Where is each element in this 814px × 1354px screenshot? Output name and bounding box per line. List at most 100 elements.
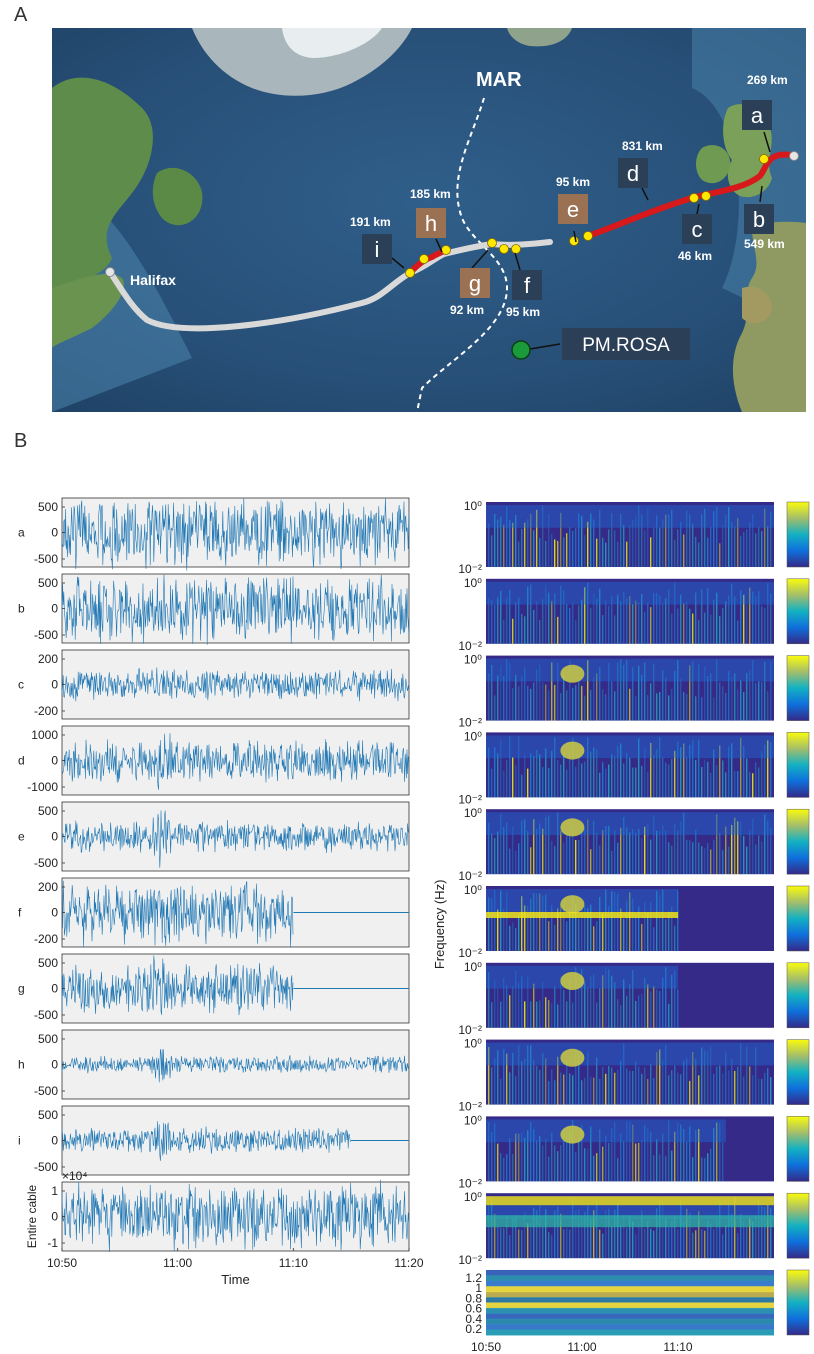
spectral-streak: [614, 691, 616, 721]
spectral-streak: [623, 979, 625, 1028]
spectral-streak: [728, 595, 730, 644]
spectral-streak: [509, 1235, 511, 1259]
spectral-streak: [506, 985, 508, 1028]
spectral-streak: [554, 539, 556, 567]
spectral-streak: [614, 1072, 616, 1105]
spectral-streak: [503, 1048, 505, 1105]
spectral-streak: [695, 1230, 697, 1259]
spectral-streak: [665, 514, 667, 567]
spectral-streak: [620, 1133, 622, 1182]
colorbar: [786, 885, 810, 952]
spectral-streak: [557, 1056, 559, 1105]
row-label: d: [18, 754, 25, 768]
spectral-streak: [635, 516, 637, 567]
spectral-streak: [560, 830, 562, 875]
spectral-streak: [749, 830, 751, 875]
spectral-streak: [713, 510, 715, 567]
spectral-streak: [641, 1210, 643, 1259]
spectral-streak: [593, 677, 595, 721]
spectral-streak: [620, 513, 622, 567]
spectral-streak: [602, 689, 604, 721]
spectral-streak: [638, 738, 640, 798]
spectral-streak: [665, 967, 667, 1028]
spectral-streak: [593, 1155, 595, 1182]
spectral-streak: [569, 748, 571, 798]
spectral-streak: [578, 753, 580, 798]
spectral-streak: [512, 618, 514, 644]
spectral-streak: [572, 530, 574, 567]
spectral-streak: [614, 1122, 616, 1182]
spectral-streak: [560, 512, 562, 567]
spectral-streak: [542, 895, 544, 951]
spectral-streak: [719, 1065, 721, 1105]
spectral-streak: [683, 812, 685, 875]
spectral-streak: [680, 1124, 682, 1182]
spectral-streak: [719, 682, 721, 721]
spectral-streak: [545, 684, 547, 721]
spectral-streak: [497, 831, 499, 875]
y-tick-label: 500: [38, 1108, 58, 1122]
spectral-streak: [716, 1218, 718, 1259]
colorbar: [786, 655, 810, 721]
spectral-streak: [623, 664, 625, 721]
segment-distance-a: 269 km: [747, 73, 788, 87]
spectral-streak: [740, 680, 742, 721]
spectral-streak: [671, 974, 673, 1028]
spectral-streak: [503, 826, 505, 875]
y-tick-label: 10⁻²: [458, 869, 482, 883]
spectral-streak: [674, 670, 676, 721]
spectral-band: [486, 1286, 774, 1293]
spectral-streak: [590, 689, 592, 721]
spectral-streak: [764, 661, 766, 721]
spectral-streak: [569, 608, 571, 644]
spectral-streak: [659, 737, 661, 798]
spectral-streak: [701, 846, 703, 875]
spectral-streak: [566, 1228, 568, 1259]
colorbar: [786, 1192, 810, 1259]
spectral-streak: [668, 1120, 670, 1182]
spectral-streak: [665, 1156, 667, 1182]
spectral-streak: [644, 662, 646, 721]
spectral-streak: [770, 661, 772, 721]
segment-distance-c: 46 km: [678, 249, 712, 263]
spectral-streak: [653, 927, 655, 951]
segment-distance-h: 185 km: [410, 187, 451, 201]
segment-labels: a 269 km b 549 km c 46 km d 831 km e 95 km f 95 km g…: [350, 73, 788, 319]
segment-letter-f: f: [524, 273, 531, 298]
spectral-streak: [518, 1044, 520, 1105]
spectral-streak: [545, 1138, 547, 1182]
spectral-streak: [611, 596, 613, 644]
spectral-streak: [512, 1153, 514, 1182]
spectral-streak: [638, 1223, 640, 1259]
row-label: a: [18, 526, 25, 540]
spectral-streak: [662, 1059, 664, 1105]
segment-box-c: [682, 214, 712, 244]
spectral-streak: [608, 764, 610, 798]
spectral-streak: [530, 1001, 532, 1028]
leader-h: [435, 238, 443, 253]
spectral-streak: [614, 982, 616, 1028]
spectral-streak: [509, 848, 511, 875]
spectral-streak: [563, 537, 565, 567]
spectral-streak: [548, 514, 550, 567]
spectral-streak: [668, 764, 670, 798]
spectral-streak: [704, 1158, 706, 1182]
spectral-streak: [710, 614, 712, 644]
y-tick-label: 0.8: [465, 1291, 482, 1305]
spectral-streak: [671, 688, 673, 721]
y-tick-label: 10⁰: [464, 653, 482, 667]
spectral-streak: [533, 1129, 535, 1182]
spectral-streak: [746, 672, 748, 721]
spectral-streak: [653, 527, 655, 567]
y-tick-label: 10⁰: [464, 729, 482, 743]
greenland-ice: [282, 28, 382, 58]
spectral-streak: [506, 597, 508, 644]
spectral-streak: [725, 601, 727, 644]
spectral-streak: [749, 1218, 751, 1259]
spectral-streak: [758, 591, 760, 644]
spectral-streak: [596, 1153, 598, 1182]
y-tick-label: 0: [51, 1210, 58, 1224]
spectral-streak: [605, 1210, 607, 1259]
spectral-streak: [572, 1002, 574, 1028]
spectral-streak: [659, 830, 661, 875]
